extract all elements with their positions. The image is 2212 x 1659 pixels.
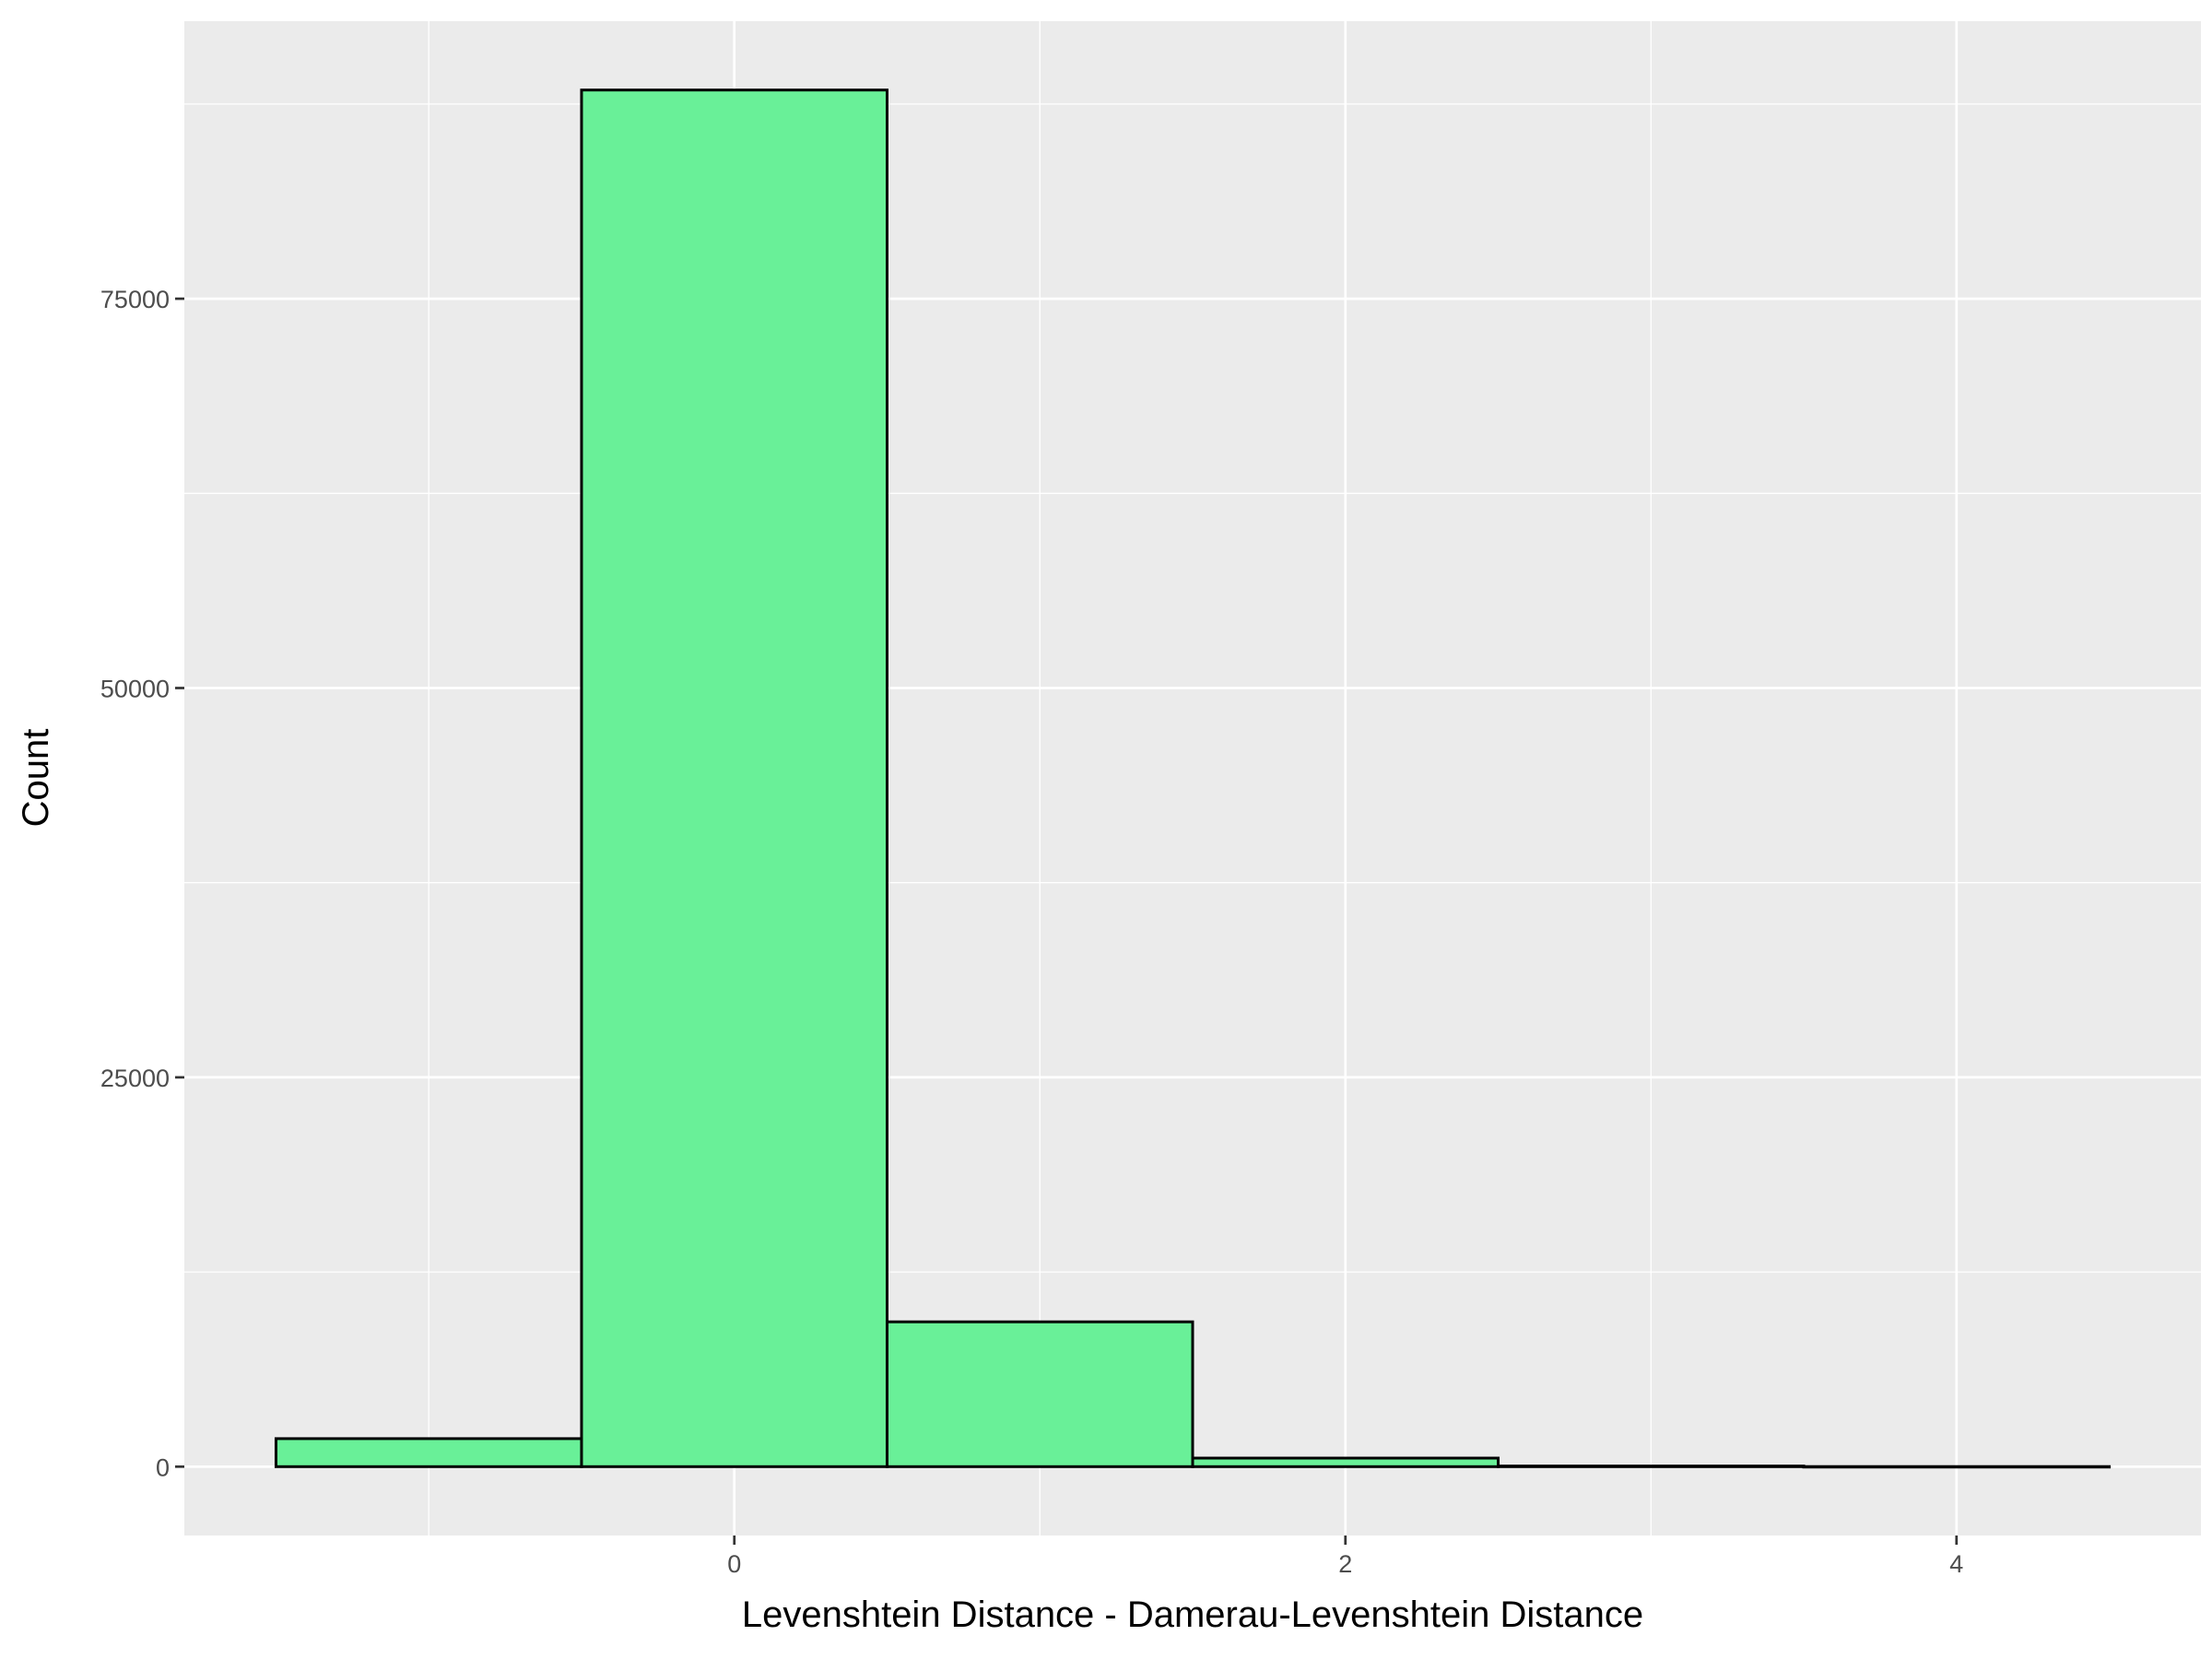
x-tick-label: 4 xyxy=(1949,1550,1963,1578)
y-axis-title: Count xyxy=(16,729,56,828)
y-tick-label: 25000 xyxy=(100,1065,170,1092)
y-tick-label: 75000 xyxy=(100,286,170,313)
histogram-bar xyxy=(1497,1465,1806,1468)
minor-gridlines xyxy=(184,21,2201,1535)
histogram-bars xyxy=(274,88,2112,1469)
y-axis: 0 25000 50000 75000 xyxy=(100,286,184,1481)
x-axis: 0 2 4 xyxy=(727,1535,1963,1578)
plot-panel xyxy=(184,21,2201,1535)
x-axis-title: Levenshtein Distance - Damerau-Levenshte… xyxy=(742,1594,1643,1635)
histogram-bar xyxy=(885,1320,1194,1468)
y-tick-label: 50000 xyxy=(100,676,170,703)
x-tick-label: 2 xyxy=(1338,1550,1352,1578)
histogram-bar xyxy=(274,1437,583,1468)
histogram-bar xyxy=(580,88,888,1468)
histogram-bar xyxy=(1802,1465,2112,1469)
x-tick-label: 0 xyxy=(727,1550,741,1578)
y-tick-label: 0 xyxy=(156,1453,170,1481)
histogram-bar xyxy=(1191,1456,1500,1468)
